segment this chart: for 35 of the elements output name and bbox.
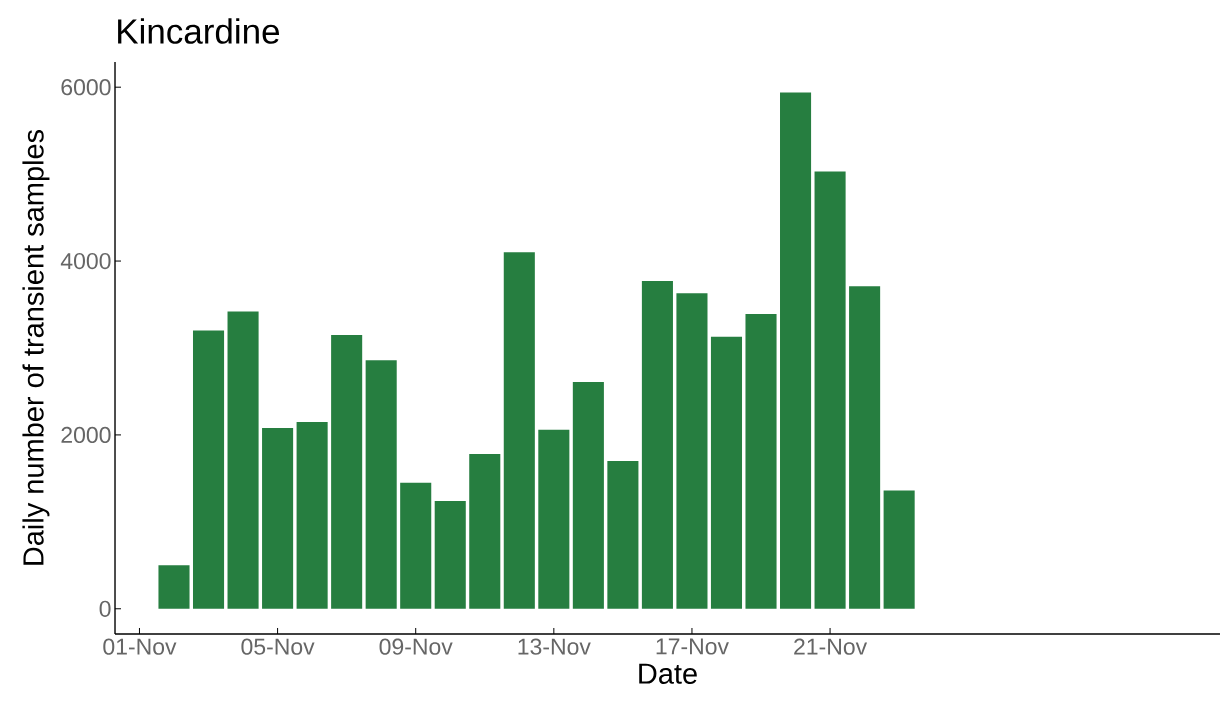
- bar: [883, 490, 915, 609]
- x-tick-label: 13-Nov: [518, 638, 591, 655]
- bar: [503, 252, 535, 609]
- bar: [814, 171, 846, 609]
- bar: [710, 336, 743, 609]
- bar: [607, 460, 639, 609]
- y-axis-title: Daily number of transient samples: [22, 129, 50, 565]
- bar: [434, 500, 466, 609]
- x-tick-label: 05-Nov: [241, 638, 315, 655]
- x-axis-title: Date: [639, 663, 697, 684]
- bar: [469, 454, 501, 609]
- bar: [296, 421, 328, 609]
- bar: [676, 293, 708, 609]
- bar: [572, 381, 604, 609]
- chart-title: Kincardine: [118, 18, 280, 44]
- y-tick-label: 2000: [61, 426, 111, 444]
- bar: [331, 334, 363, 609]
- y-tick-label: 6000: [61, 79, 111, 96]
- x-tick-label: 21-Nov: [794, 638, 868, 655]
- bar: [262, 427, 294, 609]
- bar: [365, 360, 397, 609]
- bar: [227, 311, 259, 609]
- y-tick-label: 0: [99, 600, 111, 617]
- x-tick-label: 09-Nov: [379, 638, 453, 655]
- bar: [745, 314, 777, 609]
- x-tick-label: 17-Nov: [656, 638, 729, 655]
- bar: [158, 565, 190, 609]
- x-tick-label: 01-Nov: [103, 638, 177, 655]
- bar: [641, 281, 673, 609]
- bar: [849, 286, 881, 609]
- bar: [192, 330, 225, 609]
- bar: [538, 429, 570, 609]
- y-tick-label: 4000: [60, 252, 111, 270]
- bar: [780, 92, 812, 609]
- bar: [400, 482, 432, 609]
